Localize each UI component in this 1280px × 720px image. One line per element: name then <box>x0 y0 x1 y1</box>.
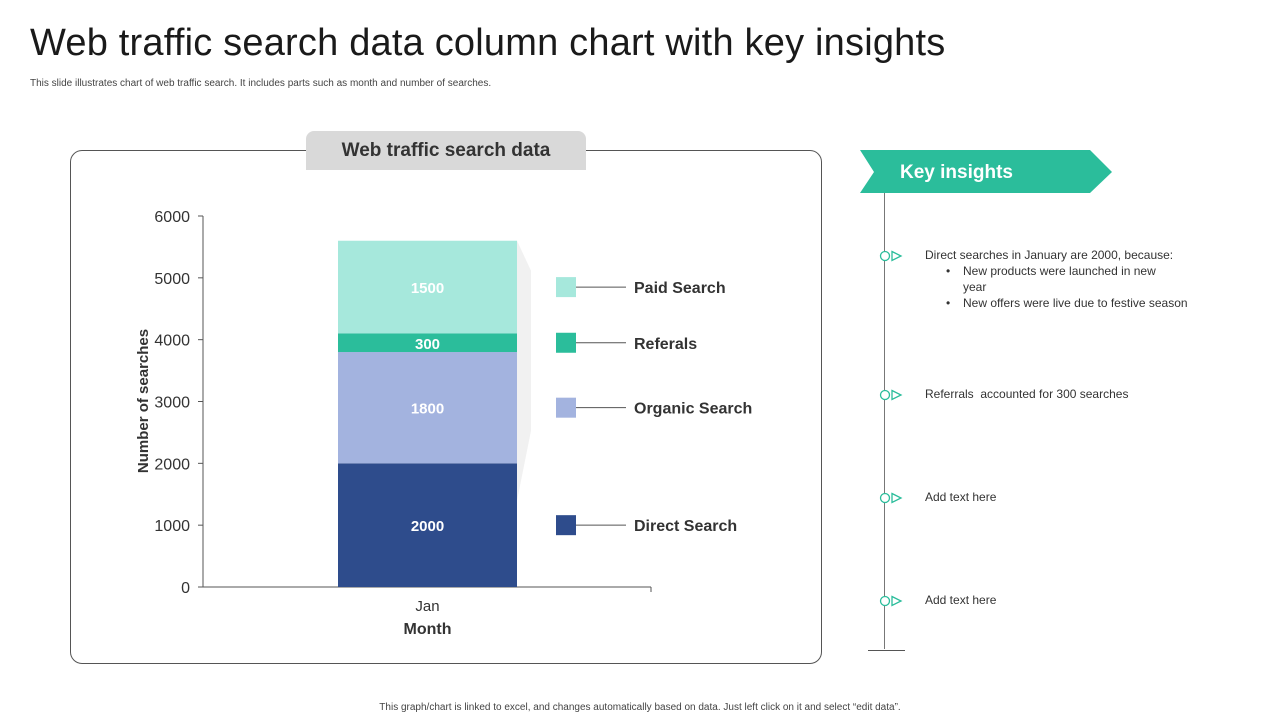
bar-data-label: 2000 <box>411 518 444 535</box>
timeline-line <box>884 193 885 649</box>
insight-text: Direct searches in January are 2000, bec… <box>925 248 1174 262</box>
y-tick-label: 6000 <box>154 209 190 226</box>
footer-note: This graph/chart is linked to excel, and… <box>379 702 901 713</box>
legend-label: Organic Search <box>634 401 752 418</box>
insight-item: Direct searches in January are 2000, bec… <box>925 247 1245 311</box>
bar-segment <box>338 463 517 587</box>
legend-swatch <box>556 332 576 353</box>
insight-bullet: New products were launched in new year <box>946 263 1163 295</box>
chart-title: Web traffic search data <box>306 131 586 170</box>
legend-swatch <box>556 277 576 298</box>
bar-data-label: 300 <box>415 336 440 353</box>
y-tick-label: 1000 <box>154 518 190 535</box>
key-insights-heading: Key insights <box>900 162 1013 183</box>
legend-label: Direct Search <box>634 518 737 535</box>
y-tick-label: 5000 <box>154 271 190 288</box>
key-insights-banner: Key insights <box>860 150 1112 193</box>
y-tick-label: 3000 <box>154 395 190 412</box>
insight-text: Add text here <box>925 593 997 607</box>
bar-segment <box>338 240 517 334</box>
legend-label: Referals <box>634 336 697 353</box>
y-tick-label: 0 <box>181 580 190 597</box>
y-tick-label: 4000 <box>154 333 190 350</box>
legend-label: Paid Search <box>634 280 726 297</box>
x-axis-label: Month <box>404 621 452 638</box>
insight-text: Add text here <box>925 490 997 504</box>
timeline-marker-icon <box>879 389 903 401</box>
insight-bullets: New products were launched in new yearNe… <box>925 263 1245 311</box>
legend-swatch <box>556 515 576 536</box>
bar-data-label: 1800 <box>411 401 444 418</box>
timeline-marker-icon <box>879 595 903 607</box>
y-tick-label: 2000 <box>154 456 190 473</box>
insight-item: Add text here <box>925 592 1245 608</box>
y-axis-label: Number of searches <box>135 329 152 473</box>
timeline-marker-icon <box>879 250 903 262</box>
legend-swatch <box>556 397 576 418</box>
insight-item: Referrals accounted for 300 searches <box>925 386 1245 402</box>
insight-text: Referrals accounted for 300 searches <box>925 387 1129 401</box>
slide-subtitle: This slide illustrates chart of web traf… <box>30 78 492 89</box>
bar-segment <box>338 352 517 464</box>
x-tick-label: Jan <box>415 598 439 615</box>
timeline-marker-icon <box>879 492 903 504</box>
slide-title: Web traffic search data column chart wit… <box>30 22 946 64</box>
bar-shadow <box>517 240 531 501</box>
bar-segment <box>338 333 517 353</box>
insight-bullet: New offers were live due to festive seas… <box>946 295 1245 311</box>
bar-data-label: 1500 <box>411 280 444 297</box>
timeline-base <box>868 650 905 651</box>
insight-item: Add text here <box>925 489 1245 505</box>
